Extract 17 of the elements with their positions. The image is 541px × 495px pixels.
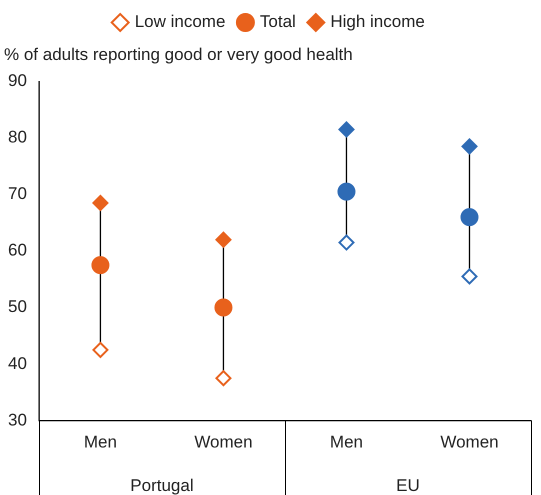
y-tick-label: 80 <box>8 128 27 147</box>
y-tick-label: 50 <box>8 297 27 316</box>
y-axis-title: % of adults reporting good or very good health <box>4 44 353 64</box>
x-tick-label: Women <box>440 432 499 452</box>
x-tick-label: Men <box>330 432 364 452</box>
legend-label: Total <box>260 12 296 32</box>
x-tick-label: Women <box>194 432 253 452</box>
y-tick-label: 70 <box>8 184 27 204</box>
y-tick-label: 30 <box>8 410 27 430</box>
legend-label: Low income <box>134 12 226 32</box>
y-tick-label: 60 <box>8 240 27 260</box>
y-tick-label: 90 <box>8 71 27 90</box>
legend-label: High income <box>330 12 425 32</box>
text: Portugal <box>130 476 194 495</box>
x-tick-label: Men <box>84 432 117 452</box>
text: EU <box>396 476 420 495</box>
y-tick-label: 40 <box>8 354 27 373</box>
